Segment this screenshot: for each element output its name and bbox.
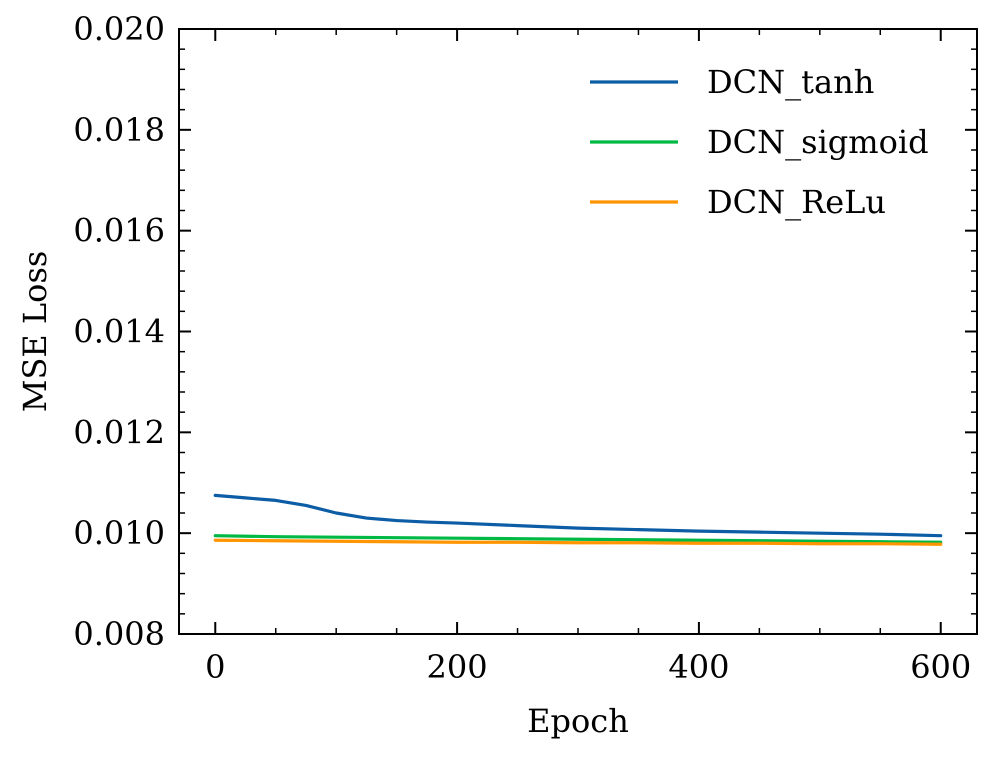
x-axis-label: Epoch [527,702,629,740]
legend-label: DCN_sigmoid [707,123,929,161]
y-axis-label: MSE Loss [16,251,54,413]
y-tick-label: 0.018 [73,111,165,149]
x-tick-label: 600 [910,648,971,686]
series-line-dcn-tanh [213,493,943,538]
tick-labels: 0 200 400 600 0.008 0.010 0.012 0.014 0.016 0.018… [73,10,971,686]
y-tick-label: 0.010 [73,514,165,552]
series-line-dcn-relu [213,538,943,546]
y-tick-label: 0.016 [73,212,165,250]
x-tick-label: 200 [427,648,488,686]
legend: DCN_tanh DCN_sigmoid DCN_ReLu [590,63,929,221]
y-tick-label: 0.020 [73,10,165,48]
y-tick-label: 0.014 [73,313,165,351]
y-tick-label: 0.008 [73,615,165,653]
legend-label: DCN_tanh [707,63,874,101]
ticks-group [179,28,977,635]
legend-label: DCN_ReLu [707,183,886,221]
y-tick-label: 0.012 [73,413,165,451]
x-tick-label: 400 [668,648,729,686]
plot-lines [213,493,943,546]
x-tick-label: 0 [205,648,225,686]
series-line-dcn-sigmoid [213,534,943,544]
